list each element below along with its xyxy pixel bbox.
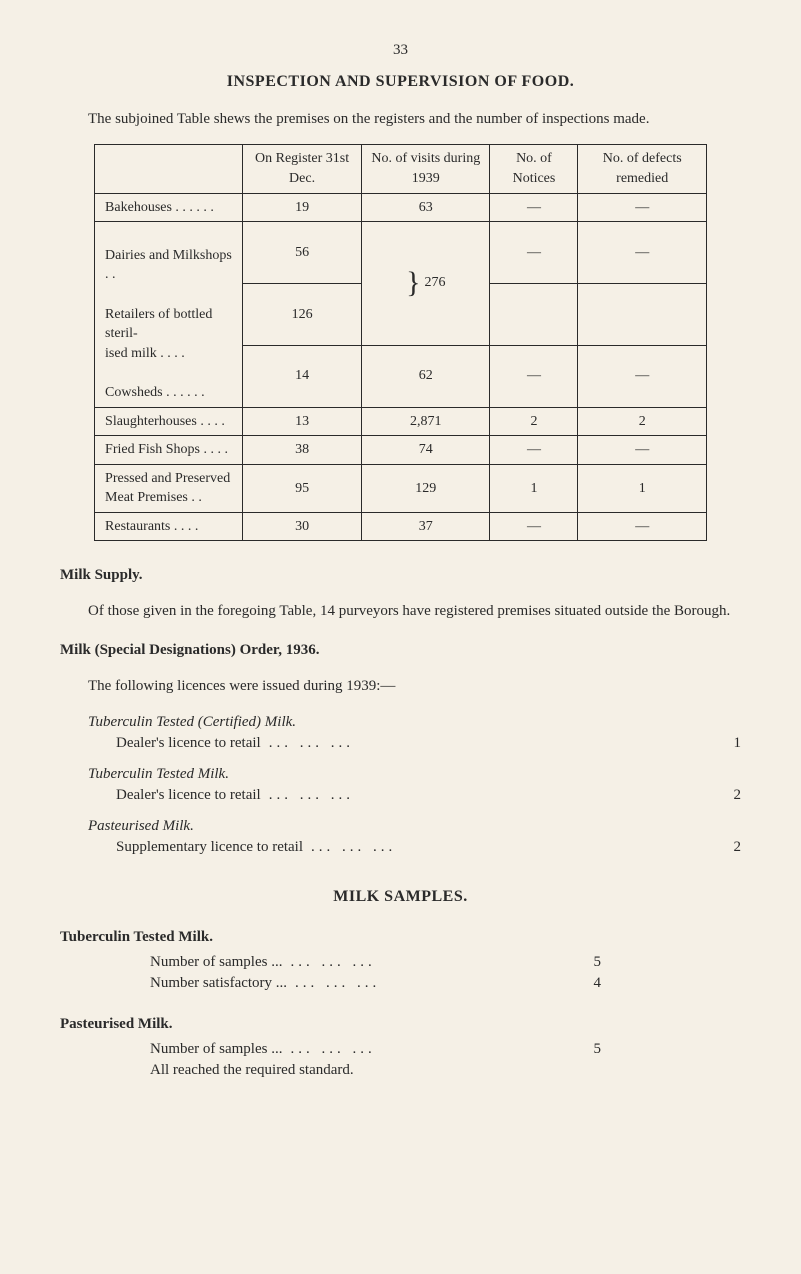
- table-header-row: On Register 31st Dec. No. of visits duri…: [95, 145, 707, 193]
- table-row: Fried Fish Shops . . . . 38 74 — —: [95, 436, 707, 465]
- row-label: Retailers of bottled steril- ised milk .…: [105, 307, 212, 361]
- milk-supply-heading: Milk Supply.: [60, 565, 741, 586]
- licence-value: 2: [713, 785, 741, 806]
- milk-supply-text: Of those given in the foregoing Table, 1…: [60, 601, 741, 622]
- row-remedied: [578, 283, 706, 345]
- row-notices: —: [490, 345, 578, 407]
- row-remedied: 2: [578, 407, 706, 436]
- row-register: 126: [243, 283, 362, 345]
- row-label: Restaurants . . . .: [95, 512, 243, 541]
- licence-value: 1: [713, 733, 741, 754]
- table-row: Bakehouses . . . . . . 19 63 — —: [95, 193, 707, 222]
- samples-desc: Number of samples ...: [150, 1039, 282, 1060]
- designations-intro: The following licences were issued durin…: [88, 676, 741, 697]
- licence-desc: Dealer's licence to retail: [116, 785, 261, 806]
- samples-line: Number satisfactory ... ... ... ... 4: [150, 973, 601, 994]
- intro-paragraph: The subjoined Table shews the premises o…: [60, 109, 741, 130]
- closing-text: All reached the required standard.: [150, 1060, 741, 1081]
- row-remedied: —: [578, 193, 706, 222]
- licence-line: Dealer's licence to retail ... ... ... 1: [116, 733, 741, 754]
- row-notices: 1: [490, 464, 578, 512]
- milk-samples-title: MILK SAMPLES.: [60, 886, 741, 908]
- dot-leader: ... ... ...: [282, 1039, 573, 1060]
- samples-value: 5: [573, 1039, 601, 1060]
- table-row: Slaughterhouses . . . . 13 2,871 2 2: [95, 407, 707, 436]
- header-register: On Register 31st Dec.: [243, 145, 362, 193]
- licence-desc: Supplementary licence to retail: [116, 837, 303, 858]
- row-remedied: —: [578, 222, 706, 284]
- samples-desc: Number of samples ...: [150, 952, 282, 973]
- row-register: 30: [243, 512, 362, 541]
- samples-value: 5: [573, 952, 601, 973]
- row-notices: —: [490, 512, 578, 541]
- inspection-table: On Register 31st Dec. No. of visits duri…: [94, 144, 707, 541]
- row-label-group: Dairies and Milkshops . . Retailers of b…: [95, 222, 243, 407]
- row-notices: —: [490, 436, 578, 465]
- samples-section-heading: Pasteurised Milk.: [60, 1014, 741, 1035]
- row-register: 19: [243, 193, 362, 222]
- row-label: Bakehouses . . . . . .: [95, 193, 243, 222]
- row-notices: —: [490, 222, 578, 284]
- samples-line: Number of samples ... ... ... ... 5: [150, 1039, 601, 1060]
- page-number: 33: [60, 40, 741, 61]
- licence-title: Tuberculin Tested Milk.: [88, 764, 741, 785]
- licence-desc: Dealer's licence to retail: [116, 733, 261, 754]
- row-register: 38: [243, 436, 362, 465]
- dot-leader: ... ... ...: [261, 733, 713, 754]
- licence-line: Supplementary licence to retail ... ... …: [116, 837, 741, 858]
- row-visits: 62: [362, 345, 490, 407]
- row-notices: —: [490, 193, 578, 222]
- row-register: 14: [243, 345, 362, 407]
- table-row: Dairies and Milkshops . . Retailers of b…: [95, 222, 707, 284]
- row-visits: 129: [362, 464, 490, 512]
- header-empty: [95, 145, 243, 193]
- row-remedied: 1: [578, 464, 706, 512]
- row-remedied: —: [578, 512, 706, 541]
- row-register: 95: [243, 464, 362, 512]
- main-title: INSPECTION AND SUPERVISION OF FOOD.: [60, 71, 741, 93]
- licence-block: Pasteurised Milk. Supplementary licence …: [88, 816, 741, 858]
- licence-block: Tuberculin Tested (Certified) Milk. Deal…: [88, 712, 741, 754]
- licence-title: Pasteurised Milk.: [88, 816, 741, 837]
- dot-leader: ... ... ...: [261, 785, 713, 806]
- dot-leader: ... ... ...: [282, 952, 573, 973]
- table-row: Pressed and Preserved Meat Premises . . …: [95, 464, 707, 512]
- row-visits-value: 276: [424, 276, 445, 291]
- row-visits: 2,871: [362, 407, 490, 436]
- licence-title: Tuberculin Tested (Certified) Milk.: [88, 712, 741, 733]
- row-visits: 37: [362, 512, 490, 541]
- table-row: Restaurants . . . . 30 37 — —: [95, 512, 707, 541]
- header-notices: No. of Notices: [490, 145, 578, 193]
- row-notices: [490, 283, 578, 345]
- licence-line: Dealer's licence to retail ... ... ... 2: [116, 785, 741, 806]
- row-register: 56: [243, 222, 362, 284]
- row-register: 13: [243, 407, 362, 436]
- dot-leader: ... ... ...: [287, 973, 573, 994]
- row-label: Slaughterhouses . . . .: [95, 407, 243, 436]
- header-remedied: No. of defects remedied: [578, 145, 706, 193]
- row-visits: 74: [362, 436, 490, 465]
- samples-section-heading: Tuberculin Tested Milk.: [60, 927, 741, 948]
- row-visits: 63: [362, 193, 490, 222]
- row-remedied: —: [578, 345, 706, 407]
- row-label: Fried Fish Shops . . . .: [95, 436, 243, 465]
- samples-value: 4: [573, 973, 601, 994]
- samples-line: Number of samples ... ... ... ... 5: [150, 952, 601, 973]
- licence-block: Tuberculin Tested Milk. Dealer's licence…: [88, 764, 741, 806]
- header-visits: No. of visits during 1939: [362, 145, 490, 193]
- row-label: Cowsheds . . . . . .: [105, 385, 205, 400]
- row-visits-braced: } 276: [362, 222, 490, 346]
- licence-value: 2: [713, 837, 741, 858]
- row-label: Dairies and Milkshops . .: [105, 248, 232, 283]
- row-label: Pressed and Preserved Meat Premises . .: [95, 464, 243, 512]
- samples-desc: Number satisfactory ...: [150, 973, 287, 994]
- designations-heading: Milk (Special Designations) Order, 1936.: [60, 640, 741, 661]
- brace-icon: }: [406, 268, 420, 298]
- row-notices: 2: [490, 407, 578, 436]
- row-remedied: —: [578, 436, 706, 465]
- dot-leader: ... ... ...: [303, 837, 713, 858]
